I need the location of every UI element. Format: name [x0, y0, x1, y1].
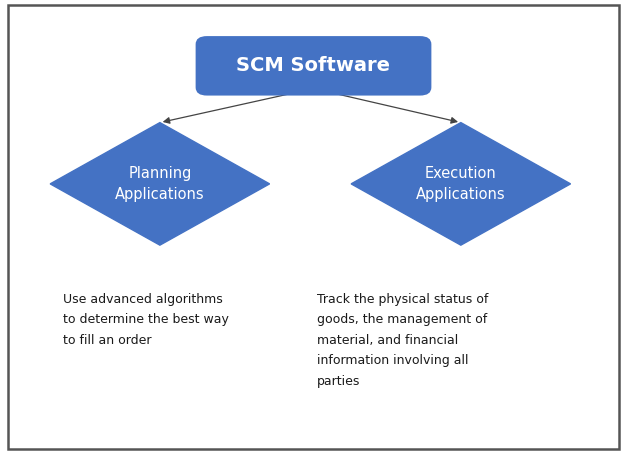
Text: Track the physical status of
goods, the management of
material, and financial
in: Track the physical status of goods, the … — [317, 293, 488, 388]
Text: Execution
Applications: Execution Applications — [416, 166, 505, 202]
Polygon shape — [50, 123, 270, 245]
Polygon shape — [351, 123, 571, 245]
Text: SCM Software: SCM Software — [236, 56, 391, 75]
Text: Planning
Applications: Planning Applications — [115, 166, 204, 202]
FancyBboxPatch shape — [196, 36, 431, 95]
Text: Use advanced algorithms
to determine the best way
to fill an order: Use advanced algorithms to determine the… — [63, 293, 229, 347]
